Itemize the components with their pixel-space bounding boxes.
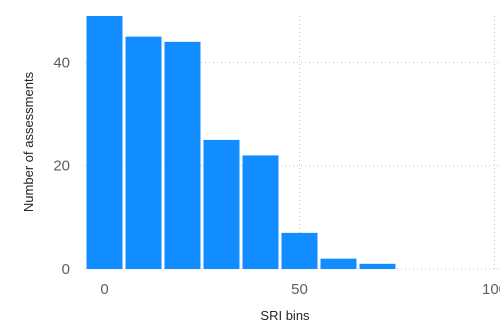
bar-bin-40[interactable] xyxy=(242,155,279,269)
bar-bin-50[interactable] xyxy=(281,232,318,269)
bar-bin-20[interactable] xyxy=(164,41,201,269)
bar-bin-10[interactable] xyxy=(125,36,162,269)
bar-bin-30[interactable] xyxy=(203,139,240,269)
y-tick-label-0: 0 xyxy=(62,261,70,278)
bar-bin-60[interactable] xyxy=(320,258,357,269)
bar-bin-0[interactable] xyxy=(86,16,123,269)
x-tick-label-50: 50 xyxy=(291,281,308,298)
y-axis-ticks: 0 20 40 xyxy=(53,54,70,278)
x-tick-label-100: 100 xyxy=(482,281,500,298)
bar-bin-70[interactable] xyxy=(359,263,396,269)
x-axis-ticks: 0 50 100 xyxy=(100,281,500,298)
y-tick-label-20: 20 xyxy=(53,158,70,175)
y-tick-label-40: 40 xyxy=(53,54,70,71)
y-axis-title: Number of assessments xyxy=(21,71,36,212)
x-tick-label-0: 0 xyxy=(100,281,108,298)
x-axis-title: SRI bins xyxy=(260,308,310,323)
bars xyxy=(86,16,396,269)
